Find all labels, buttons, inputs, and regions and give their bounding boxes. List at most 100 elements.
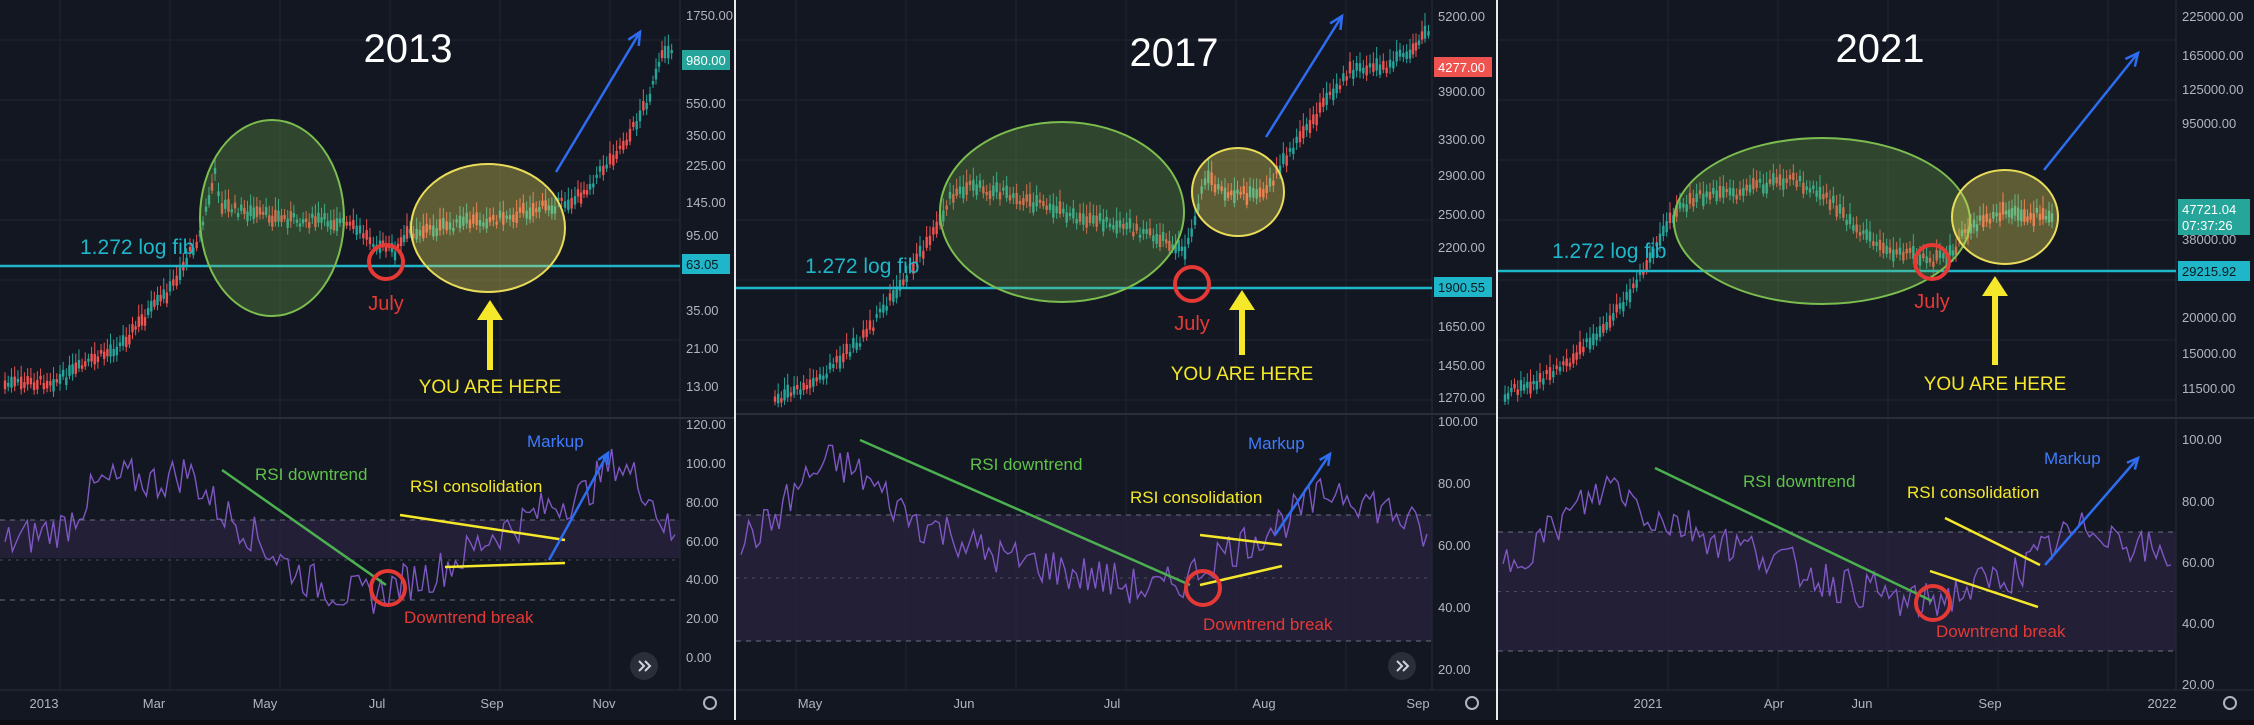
fib-label: 1.272 log fib [80,236,194,259]
candle-body [667,45,670,59]
price-tick: 3900.00 [1438,84,1485,99]
candle-body [612,154,615,166]
candle-body [576,189,580,197]
candle-body [1408,49,1412,59]
candle-body [1908,247,1912,253]
candle-body [935,221,938,234]
gear-icon[interactable] [703,696,717,710]
candle-body [1895,249,1898,255]
candle-body [128,334,131,345]
candle-body [207,195,211,205]
price-badge-label: 980.00 [686,53,726,68]
time-tick: Sep [480,696,503,711]
candle-body [505,215,508,219]
rsi-markup-arrow [2044,457,2139,566]
candle-body [42,382,46,390]
candle-body [992,185,995,197]
candle-body [143,317,147,326]
candle-body [1765,182,1768,194]
candle-body [2038,213,2042,220]
candle-body [1845,219,1848,225]
candle-body [204,206,208,212]
candle-body [2004,210,2008,215]
candle-body [159,294,162,302]
candle-body [1190,228,1193,237]
candle-body [1312,114,1315,125]
candle-body [1115,220,1118,234]
candle-body [2013,205,2017,216]
candle-body [588,183,592,190]
candle-body [1230,190,1233,196]
candle-body [1282,153,1285,165]
candle-body [560,197,563,201]
candle-body [1420,31,1424,40]
candle-body [780,398,783,403]
candle-body [657,61,661,67]
candle-body [295,219,299,223]
candle-body [93,354,96,365]
candle-body [1885,245,1888,255]
candle-body [1411,43,1415,55]
candle-body [1308,119,1312,133]
here-arrow-head [1982,276,2008,296]
candle-body [1171,244,1174,249]
candle-body [1538,373,1542,383]
candle-body [1078,212,1082,222]
candle-body [1722,186,1725,198]
candle-body [1295,136,1298,144]
markup-arrow-head [1329,13,1344,31]
candle-body [1516,389,1519,395]
candle-body [1992,211,1995,219]
rsi-consolidation-label: RSI consolidation [1907,483,2039,502]
candle-body [1888,247,1892,254]
candle-body [796,385,799,390]
gear-icon[interactable] [2223,696,2237,710]
candle-body [314,216,317,227]
candle-body [1695,193,1698,203]
candle-body [77,359,81,369]
candle-body [776,393,780,404]
candle-body [210,183,214,191]
candle-body [1122,223,1125,229]
candle-body [1872,241,1875,246]
candle-body [1372,63,1375,72]
candle-body [799,389,802,395]
time-tick: 2021 [1634,696,1663,711]
candle-body [1818,187,1822,200]
price-tick: 1270.00 [1438,390,1485,405]
candle-body [355,225,358,236]
price-tick: 2500.00 [1438,207,1485,222]
price-badge-label: 47721.04 [2182,202,2236,217]
candle-body [162,289,165,299]
candle-body [1575,352,1578,360]
candle-body [1417,40,1421,45]
candle-body [1223,187,1227,201]
candle-body [1625,291,1628,300]
candle-body [1875,242,1878,246]
candle-body [1969,223,1973,234]
candle-body [29,377,33,385]
candle-body [1220,186,1223,192]
candle-body [1352,69,1355,79]
candle-body [1812,185,1815,190]
candle-body [323,213,326,220]
gear-icon[interactable] [1465,696,1479,710]
candle-body [1128,218,1132,229]
candle-body [1565,358,1568,367]
candle-body [872,327,875,332]
candle-body [832,364,835,368]
downtrend-break-label: Downtrend break [1203,615,1333,634]
price-badge [1434,57,1492,77]
candle-body [1402,53,1405,58]
year-title: 2021 [1836,27,1925,71]
candle-body [2044,215,2048,220]
candle-body [648,93,652,102]
candle-body [1358,63,1362,72]
candle-body [482,222,485,227]
candle-body [1605,321,1608,330]
candle-body [1882,242,1885,254]
chevron-right-icon [644,660,652,672]
candle-body [1655,242,1658,247]
candle-body [326,221,329,227]
